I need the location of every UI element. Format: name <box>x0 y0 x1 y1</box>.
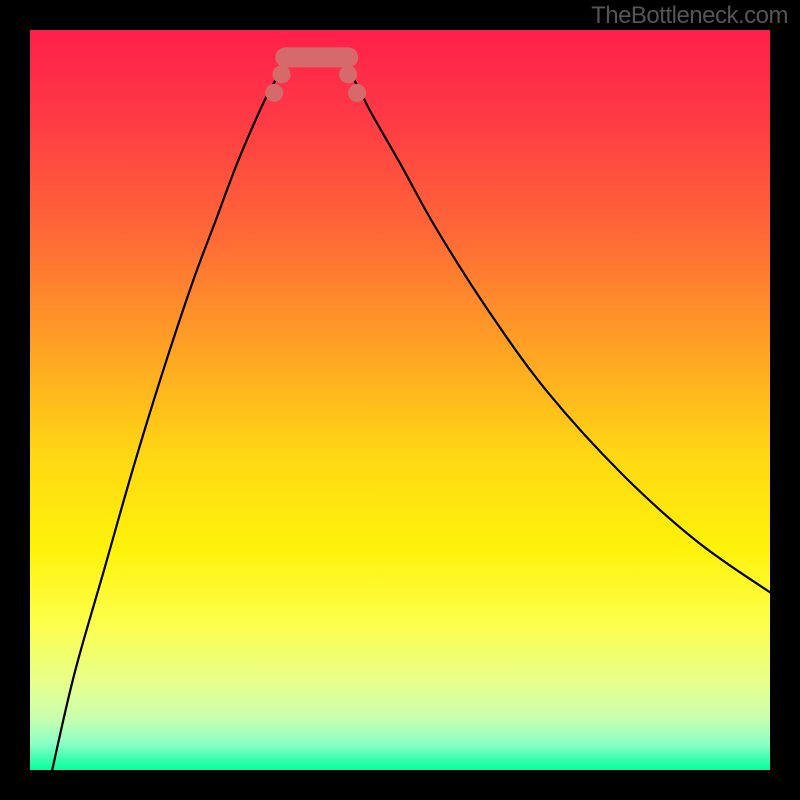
plot-background <box>30 30 770 770</box>
valley-marker-dot <box>348 84 366 102</box>
valley-marker-dot <box>265 84 283 102</box>
chart-svg <box>0 0 800 800</box>
valley-marker-dot <box>339 65 357 83</box>
valley-marker-dot <box>273 65 291 83</box>
chart-canvas: TheBottleneck.com <box>0 0 800 800</box>
watermark-text: TheBottleneck.com <box>591 2 788 30</box>
